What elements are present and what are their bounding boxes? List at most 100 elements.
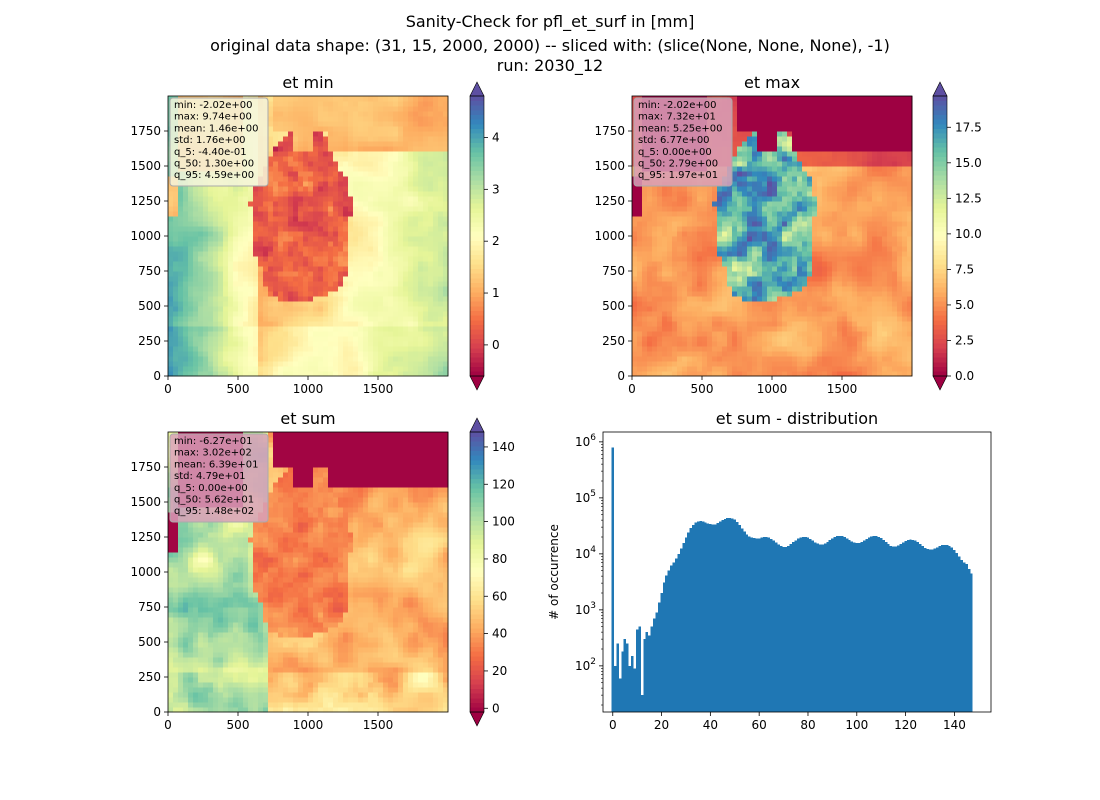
heatmap-cell [193, 306, 199, 312]
heatmap-cell [323, 366, 329, 372]
heatmap-cell [388, 166, 394, 172]
heatmap-cell [363, 161, 369, 167]
heatmap-cell [732, 326, 738, 332]
heatmap-cell [657, 346, 663, 352]
heatmap-cell [228, 356, 234, 362]
heatmap-cell [393, 276, 399, 282]
heatmap-cell [807, 371, 813, 377]
heatmap-cell [862, 246, 868, 252]
heatmap-cell [892, 296, 898, 302]
heatmap-cell [652, 226, 658, 232]
heatmap-cell [652, 331, 658, 337]
heatmap-cell [443, 181, 449, 187]
heatmap-cell [752, 266, 758, 272]
heatmap-cell [273, 351, 279, 357]
heatmap-cell [183, 361, 189, 367]
heatmap-cell [383, 321, 389, 327]
heatmap-cell [787, 351, 793, 357]
heatmap-cell [782, 256, 788, 262]
heatmap-cell [398, 336, 404, 342]
heatmap-cell [847, 226, 853, 232]
heatmap-cell [433, 281, 439, 287]
heatmap-cell [832, 281, 838, 287]
heatmap-cell [722, 286, 728, 292]
heatmap-cell [647, 301, 653, 307]
heatmap-cell [872, 251, 878, 257]
heatmap-cell [797, 221, 803, 227]
heatmap-cell [842, 336, 848, 342]
heatmap-cell [323, 186, 329, 192]
heatmap-cell [363, 201, 369, 207]
heatmap-cell [338, 121, 344, 127]
heatmap-cell [308, 181, 314, 187]
heatmap-cell [757, 336, 763, 342]
colorbar-segment [470, 264, 484, 270]
heatmap-cell [348, 296, 354, 302]
heatmap-cell [812, 221, 818, 227]
heatmap-cell [323, 336, 329, 342]
heatmap-cell [363, 176, 369, 182]
heatmap-cell [198, 186, 204, 192]
heatmap-cell [667, 331, 673, 337]
heatmap-cell [268, 251, 274, 257]
heatmap-cell [273, 131, 279, 137]
heatmap-cell [223, 351, 229, 357]
heatmap-cell [433, 336, 439, 342]
heatmap-cell [358, 156, 364, 162]
heatmap-cell [652, 216, 658, 222]
heatmap-cell [333, 166, 339, 172]
heatmap-cell [877, 246, 883, 252]
heatmap-cell [642, 361, 648, 367]
heatmap-cell [363, 361, 369, 367]
heatmap-cell [657, 266, 663, 272]
heatmap-cell [423, 206, 429, 212]
heatmap-cell [333, 151, 339, 157]
heatmap-cell [358, 351, 364, 357]
heatmap-cell [672, 271, 678, 277]
heatmap-cell [193, 191, 199, 197]
heatmap-cell [283, 326, 289, 332]
heatmap-cell [637, 216, 643, 222]
heatmap-cell [358, 341, 364, 347]
heatmap-cell [408, 216, 414, 222]
heatmap-cell [173, 361, 179, 367]
heatmap-cell [388, 356, 394, 362]
heatmap-cell [328, 116, 334, 122]
heatmap-cell [642, 221, 648, 227]
heatmap-cell [293, 306, 299, 312]
heatmap-cell [727, 301, 733, 307]
heatmap-cell [278, 126, 284, 132]
heatmap-cell [168, 301, 174, 307]
heatmap-cell [303, 331, 309, 337]
heatmap-cell [223, 356, 229, 362]
heatmap-cell [323, 316, 329, 322]
heatmap-cell [762, 361, 768, 367]
heatmap-cell [682, 301, 688, 307]
heatmap-cell [353, 366, 359, 372]
heatmap-cell [308, 241, 314, 247]
heatmap-cell [762, 371, 768, 377]
heatmap-cell [897, 311, 903, 317]
heatmap-cell [303, 351, 309, 357]
heatmap-cell [762, 256, 768, 262]
heatmap-cell [722, 326, 728, 332]
heatmap-cell [328, 131, 334, 137]
heatmap-cell [433, 206, 439, 212]
heatmap-cell [433, 146, 439, 152]
heatmap-cell [877, 226, 883, 232]
heatmap-cell [278, 351, 284, 357]
heatmap-cell [273, 151, 279, 157]
heatmap-cell [363, 186, 369, 192]
heatmap-cell [852, 331, 858, 337]
heatmap-cell [787, 326, 793, 332]
heatmap-cell [343, 156, 349, 162]
heatmap-cell [288, 336, 294, 342]
colorbar-segment [470, 124, 484, 130]
heatmap-cell [203, 296, 209, 302]
heatmap-cell [767, 331, 773, 337]
heatmap-cell [413, 361, 419, 367]
heatmap-cell [243, 311, 249, 317]
heatmap-cell [298, 331, 304, 337]
heatmap-cell [338, 181, 344, 187]
heatmap-cell [308, 351, 314, 357]
